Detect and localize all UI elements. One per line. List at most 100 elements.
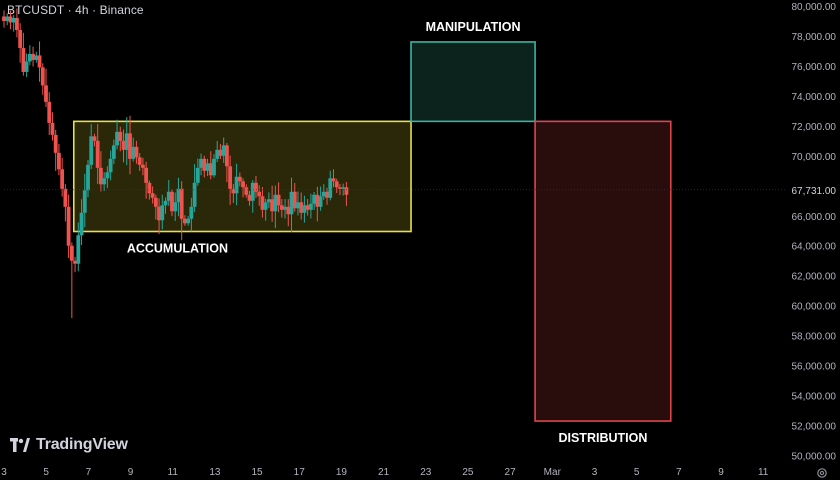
candles-layer (2, 8, 349, 319)
candle-body (163, 200, 168, 206)
x-tick-label: 21 (378, 467, 390, 478)
price-axis: 80,000.00 78,000.00 76,000.00 74,000.00 72,0… (4, 2, 840, 463)
x-tick-label: 13 (209, 467, 221, 478)
candle-body (63, 188, 68, 207)
y-tick-label: 60,000.00 (792, 302, 837, 313)
x-tick-label: Mar (544, 467, 562, 478)
candle-body (202, 158, 207, 171)
y-tick-label: 64,000.00 (792, 242, 837, 253)
settings-gear-icon[interactable] (815, 466, 829, 480)
candle-body (44, 85, 48, 102)
candle-body (118, 131, 123, 141)
distribution-label: DISTRIBUTION (558, 431, 647, 445)
candle-body (73, 260, 77, 264)
candle-body (289, 191, 294, 215)
zones-layer (72, 41, 672, 422)
y-tick-label: 52,000.00 (792, 422, 837, 433)
candle-body (37, 55, 42, 68)
candle-body (292, 191, 297, 209)
candle-body (270, 199, 275, 212)
y-tick-label: 50,000.00 (792, 452, 837, 463)
y-tick-label: 80,000.00 (792, 2, 837, 13)
candle-body (318, 196, 323, 207)
candle-body (221, 145, 226, 156)
x-tick-label: 7 (676, 467, 682, 478)
candle-body (266, 199, 271, 203)
candle-body (334, 181, 339, 188)
candle-body (53, 134, 58, 153)
x-tick-label: 11 (168, 467, 179, 478)
y-tick-label: 74,000.00 (792, 92, 837, 103)
candle-body (105, 172, 110, 179)
candle-body (199, 158, 203, 168)
candle-body (95, 140, 100, 168)
candle-body (57, 152, 61, 170)
candle-body (5, 16, 10, 21)
candle-body (344, 187, 349, 195)
candle-body (234, 176, 239, 194)
candle-body (328, 178, 333, 198)
candle-body (102, 178, 107, 185)
manipulation-zone (410, 41, 536, 123)
candle-body (215, 149, 220, 159)
candle-body (244, 187, 249, 195)
candle-body (15, 17, 19, 30)
y-tick-label: 78,000.00 (792, 32, 837, 43)
candle-body (76, 235, 81, 264)
candle-body (31, 53, 35, 60)
candle-body (296, 202, 300, 209)
candle-body (89, 136, 94, 165)
accumulation-zone (72, 120, 412, 233)
candle-body (2, 16, 6, 21)
candle-body (183, 218, 187, 224)
x-tick-label: 5 (634, 467, 640, 478)
x-tick-label: 5 (43, 467, 49, 478)
candle-body (176, 188, 181, 203)
candle-body (8, 16, 13, 23)
x-tick-label: 3 (1, 467, 7, 478)
candle-body (34, 55, 39, 60)
candle-body (27, 53, 32, 62)
candle-body (283, 206, 287, 210)
candle-body (237, 176, 242, 182)
x-tick-label: 3 (592, 467, 598, 478)
candle-body (144, 167, 149, 183)
candle-body (273, 194, 278, 212)
zone-labels-layer: ACCUMULATION MANIPULATION DISTRIBUTION (127, 20, 648, 445)
candle-body (305, 205, 310, 210)
candle-body (218, 149, 223, 156)
y-tick-label: 76,000.00 (792, 62, 837, 73)
candle-body (192, 182, 197, 207)
candle-body (254, 182, 258, 192)
candle-body (131, 146, 136, 159)
accumulation-label: ACCUMULATION (127, 241, 228, 255)
x-tick-label: 15 (251, 467, 263, 478)
candle-body (228, 166, 233, 189)
x-tick-label: 23 (420, 467, 432, 478)
last-price-label: 67,731.00 (792, 186, 837, 197)
symbol-title: BTCUSDT · 4h · Binance (7, 3, 144, 17)
candle-body (276, 194, 281, 206)
candle-body (18, 29, 23, 48)
candle-body (137, 157, 142, 165)
candle-body (231, 188, 236, 194)
y-tick-label: 70,000.00 (792, 152, 837, 163)
time-axis: 3 5 7 9 11 13 15 17 19 21 23 25 27 Mar 3 5 7 9 11 (1, 467, 769, 478)
candle-body (60, 169, 65, 189)
candle-body (86, 164, 90, 191)
x-tick-label: 17 (294, 467, 306, 478)
candle-body (170, 191, 174, 212)
candle-body (179, 188, 184, 219)
candle-body (69, 245, 74, 261)
tradingview-logo: TradingView (10, 436, 128, 454)
candle-body (195, 167, 200, 183)
last-price-tag (788, 182, 840, 197)
candle-body (331, 178, 336, 182)
candle-body (186, 218, 191, 224)
y-tick-label: 54,000.00 (792, 392, 837, 403)
candle-body (312, 194, 317, 204)
candle-body (257, 191, 262, 197)
candle-body (92, 136, 97, 141)
candle-body (134, 146, 139, 158)
